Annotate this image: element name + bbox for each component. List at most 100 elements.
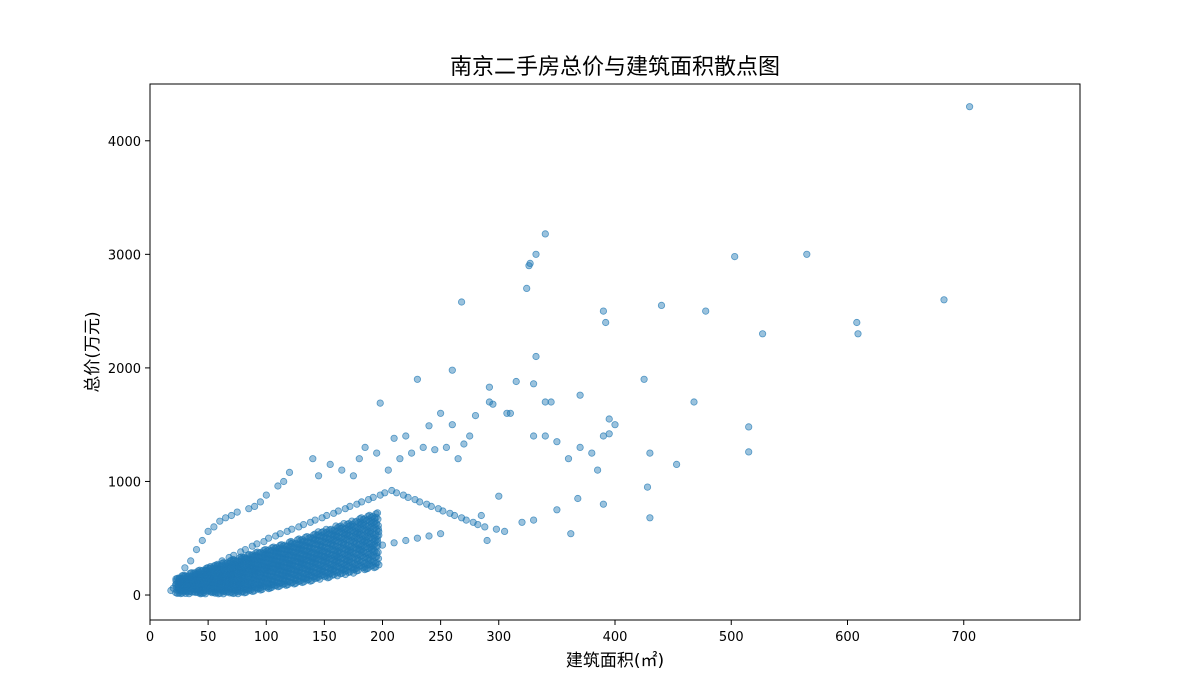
- data-point: [233, 561, 241, 570]
- data-point: [327, 566, 335, 574]
- data-point: [285, 468, 294, 476]
- x-tick-label: 600: [835, 630, 860, 645]
- data-point: [271, 549, 280, 557]
- data-point: [338, 566, 346, 574]
- x-tick-label: 0: [146, 630, 154, 645]
- data-point: [323, 511, 331, 520]
- data-point: [190, 585, 198, 594]
- data-point: [221, 570, 229, 578]
- data-point: [194, 580, 202, 588]
- data-point: [646, 449, 654, 457]
- chart-title: 南京二手房总价与建筑面积散点图: [450, 55, 780, 80]
- data-point: [541, 432, 549, 440]
- data-point: [365, 557, 373, 565]
- data-point: [553, 438, 561, 446]
- data-point: [308, 559, 316, 568]
- data-point: [281, 569, 289, 577]
- data-point: [416, 498, 424, 506]
- data-point: [231, 587, 239, 595]
- data-point: [599, 432, 608, 440]
- data-point: [372, 510, 380, 518]
- data-point: [553, 506, 561, 514]
- data-point: [477, 511, 485, 520]
- data-point: [178, 587, 186, 595]
- data-point: [180, 572, 188, 581]
- data-point: [853, 318, 861, 327]
- y-tick-label: 4000: [108, 135, 141, 150]
- data-point: [262, 571, 270, 580]
- data-point: [329, 532, 337, 541]
- data-point: [222, 514, 230, 522]
- data-point: [419, 443, 427, 451]
- data-point: [235, 580, 243, 588]
- data-point: [599, 500, 608, 508]
- data-point: [358, 548, 366, 556]
- data-point: [384, 466, 392, 474]
- data-point: [448, 366, 456, 374]
- data-point: [252, 565, 260, 573]
- data-point: [854, 330, 862, 338]
- data-point: [210, 523, 218, 531]
- data-point: [262, 491, 270, 499]
- data-point: [315, 567, 323, 575]
- y-tick-label: 2000: [108, 362, 141, 377]
- data-point: [242, 586, 250, 594]
- data-point: [268, 544, 276, 552]
- data-point: [489, 400, 497, 408]
- data-point: [547, 398, 555, 406]
- data-point: [256, 558, 264, 566]
- y-axis-ticks: 0 1000 2000 3000 4000: [108, 135, 150, 604]
- data-point: [375, 528, 383, 536]
- data-point: [311, 574, 319, 583]
- data-point: [263, 564, 271, 572]
- x-axis-label: 建筑面积(㎡): [566, 651, 664, 671]
- data-point: [745, 448, 753, 456]
- data-point: [407, 449, 416, 457]
- y-tick-label: 3000: [108, 248, 141, 263]
- data-point: [512, 377, 520, 386]
- data-point: [495, 492, 503, 500]
- data-point: [611, 421, 619, 429]
- data-point: [576, 443, 584, 451]
- data-point: [205, 578, 213, 586]
- data-point: [404, 493, 412, 501]
- data-point: [198, 536, 206, 545]
- data-point: [506, 409, 514, 417]
- data-point: [402, 536, 410, 545]
- data-point: [352, 530, 360, 538]
- data-point: [425, 532, 433, 540]
- data-point: [298, 538, 307, 546]
- data-point: [245, 505, 253, 513]
- data-point: [181, 564, 189, 572]
- data-point: [803, 250, 811, 258]
- data-point: [965, 103, 974, 111]
- data-point: [368, 519, 376, 527]
- data-point: [672, 460, 681, 468]
- data-point: [326, 460, 334, 468]
- data-point: [309, 455, 317, 463]
- data-point: [402, 432, 410, 440]
- data-point: [264, 584, 273, 593]
- data-point: [690, 398, 698, 406]
- data-point: [264, 534, 273, 542]
- data-point: [500, 527, 509, 536]
- data-point: [518, 518, 526, 526]
- data-point: [425, 422, 433, 430]
- data-point: [232, 568, 240, 577]
- data-point: [345, 522, 353, 530]
- x-tick-label: 700: [951, 630, 976, 645]
- data-point: [253, 540, 261, 548]
- data-point: [390, 434, 398, 442]
- data-point: [341, 531, 349, 539]
- data-point: [274, 482, 282, 490]
- x-tick-label: 500: [719, 630, 744, 645]
- x-tick-label: 50: [200, 630, 217, 645]
- data-point: [588, 449, 596, 457]
- data-point: [317, 543, 325, 551]
- data-point: [197, 590, 205, 598]
- data-point: [214, 566, 222, 574]
- data-point: [225, 564, 233, 572]
- data-point: [646, 514, 654, 522]
- data-point: [267, 556, 275, 565]
- data-point: [356, 515, 364, 523]
